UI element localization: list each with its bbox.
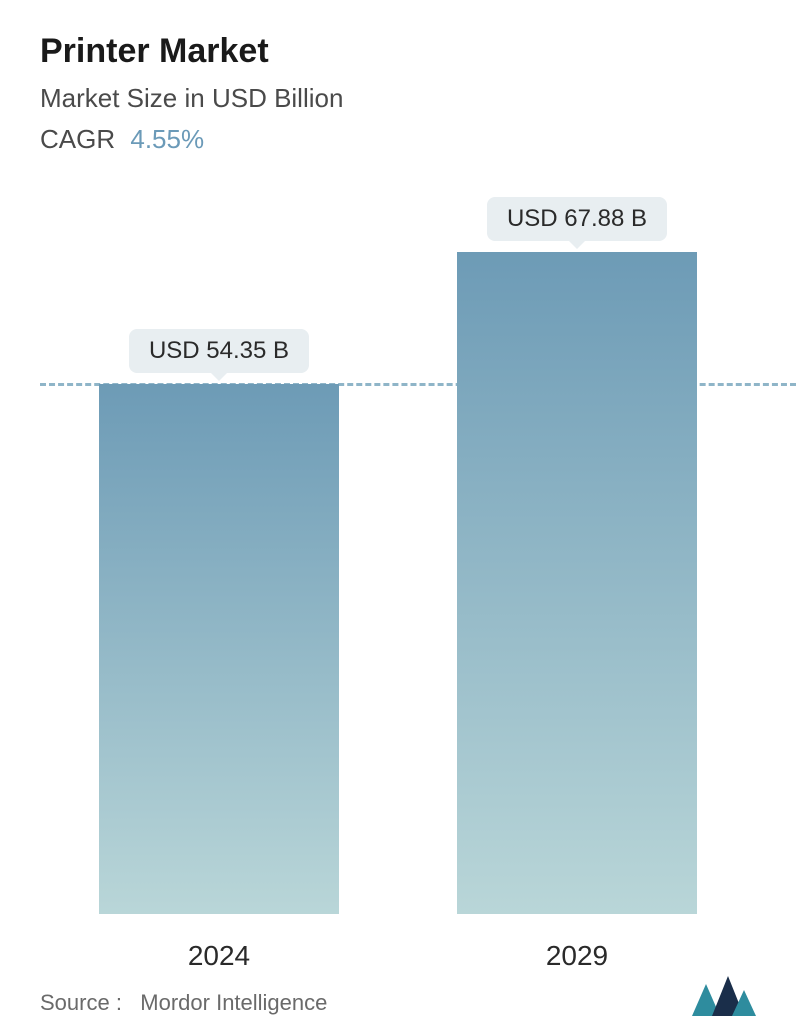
cagr-value: 4.55% — [130, 124, 204, 154]
source-label: Source : — [40, 990, 122, 1015]
x-axis-labels: 2024 2029 — [40, 940, 756, 972]
cagr-label: CAGR — [40, 124, 115, 154]
bar-2029 — [457, 252, 697, 914]
source-name: Mordor Intelligence — [140, 990, 327, 1015]
bar-value-label: USD 67.88 B — [487, 197, 667, 241]
chart-title: Printer Market — [40, 32, 756, 71]
bars-container: USD 54.35 B USD 67.88 B — [40, 200, 756, 914]
bar-group-2029: USD 67.88 B — [437, 200, 717, 914]
x-label-2024: 2024 — [79, 940, 359, 972]
cagr-line: CAGR 4.55% — [40, 124, 756, 155]
chart-subtitle: Market Size in USD Billion — [40, 83, 756, 114]
bar-group-2024: USD 54.35 B — [79, 200, 359, 914]
x-label-2029: 2029 — [437, 940, 717, 972]
mordor-logo-icon — [692, 976, 756, 1016]
bar-2024 — [99, 384, 339, 914]
bar-value-label: USD 54.35 B — [129, 329, 309, 373]
chart-header: Printer Market Market Size in USD Billio… — [0, 0, 796, 155]
chart-footer: Source : Mordor Intelligence — [40, 976, 756, 1016]
source-text: Source : Mordor Intelligence — [40, 990, 327, 1016]
chart-area: USD 54.35 B USD 67.88 B — [0, 200, 796, 914]
